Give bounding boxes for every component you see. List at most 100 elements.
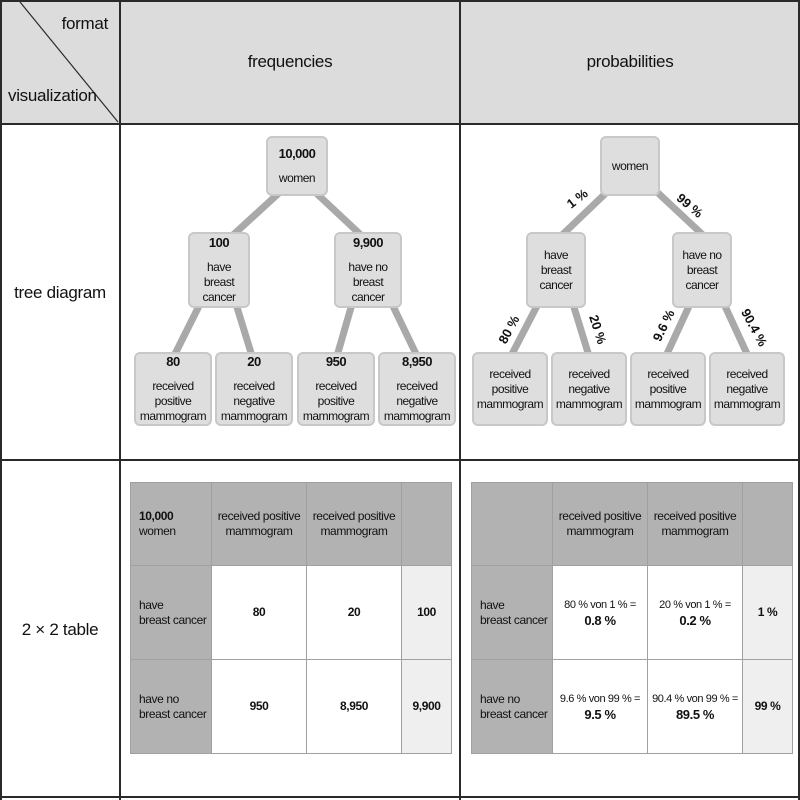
freq-leaf-2-label: received negative mammogram xyxy=(220,379,288,423)
prob-r1c1-result: 0.8 % xyxy=(584,612,616,628)
freq-leaf-4: 8,950 received negative mammogram xyxy=(378,352,456,426)
prob-cell-r2c1: 9.6 % von 99 % = 9.5 % xyxy=(552,659,648,754)
prob-edge-left-lr xyxy=(569,302,593,358)
freq-root-label: women xyxy=(278,171,316,185)
freq-cell-r2c2: 8,950 xyxy=(306,659,402,754)
prob-r1c1-formula: 80 % von 1 % = xyxy=(564,598,636,611)
freq-no-cancer-count: 9,900 xyxy=(352,235,384,250)
prob-row2-total: 99 % xyxy=(742,659,793,754)
freq-no-cancer-label: have no breast cancer xyxy=(348,260,388,304)
column-header-frequencies: frequencies xyxy=(247,52,333,71)
freq-cancer-count: 100 xyxy=(208,235,230,250)
freq-cell-r1c2: 20 xyxy=(306,565,402,660)
freq-leaf-2: 20 received negative mammogram xyxy=(215,352,293,426)
prob-root-label: women xyxy=(611,158,649,173)
prob-row-label-cancer: have breast cancer xyxy=(471,565,553,660)
prob-cell-r2c2: 90.4 % von 99 % = 89.5 % xyxy=(647,659,743,754)
prob-2x2-table: received positive mammogram received pos… xyxy=(471,482,793,754)
freq-node-no-cancer: 9,900 have no breast cancer xyxy=(334,232,402,308)
format-label: format xyxy=(61,14,109,33)
freq-edge-right-rr xyxy=(388,302,421,358)
freq-root-count: 10,000 xyxy=(278,146,316,161)
header-frequencies-cell xyxy=(120,0,460,124)
grid-top xyxy=(0,0,800,2)
prob-leaf-1: received positive mammogram xyxy=(472,352,548,426)
prob-leaf-4: received negative mammogram xyxy=(709,352,785,426)
grid-v1 xyxy=(119,0,121,800)
freq-leaf-4-label: received negative mammogram xyxy=(383,379,451,423)
prob-node-cancer: have breast cancer xyxy=(526,232,586,308)
freq-row2-total: 9,900 xyxy=(401,659,452,754)
freq-cancer-label: have breast cancer xyxy=(202,260,236,304)
freq-leaf-3-count: 950 xyxy=(325,354,347,369)
prob-cancer-label: have breast cancer xyxy=(539,247,573,292)
freq-node-cancer: 100 have breast cancer xyxy=(188,232,250,308)
prob-no-cancer-label: have no breast cancer xyxy=(682,247,722,292)
grid-v2 xyxy=(459,0,461,800)
freq-col-header-2: received positive mammogram xyxy=(306,482,402,566)
prob-col-header-2: received positive mammogram xyxy=(647,482,743,566)
column-header-probabilities: probabilities xyxy=(586,52,674,71)
prob-leaf-2-label: received negative mammogram xyxy=(555,366,623,411)
row-header-tree-diagram: tree diagram xyxy=(14,283,106,302)
prob-r2c2-formula: 90.4 % von 99 % = xyxy=(652,692,738,705)
freq-2x2-table: 10,000 women received positive mammogram… xyxy=(130,482,452,754)
freq-leaf-1: 80 received positive mammogram xyxy=(134,352,212,426)
freq-corner-word: women xyxy=(139,524,176,538)
freq-edge-root-right xyxy=(312,189,365,239)
freq-corner-count: 10,000 xyxy=(139,509,174,523)
freq-col-header-1: received positive mammogram xyxy=(211,482,307,566)
visualization-label: visualization xyxy=(8,86,97,105)
prob-node-root: women xyxy=(600,136,660,196)
prob-col-header-total xyxy=(742,482,793,566)
freq-col-header-total xyxy=(401,482,452,566)
freq-row-label-cancer: have breast cancer xyxy=(130,565,212,660)
freq-leaf-1-count: 80 xyxy=(166,354,180,369)
freq-table-corner: 10,000 women xyxy=(130,482,212,566)
prob-edge-root-right xyxy=(654,189,707,239)
grid-h1 xyxy=(0,123,800,125)
freq-row1-total: 100 xyxy=(401,565,452,660)
row-header-2x2-table: 2 × 2 table xyxy=(21,620,99,639)
header-corner-cell xyxy=(0,0,120,124)
prob-r2c2-result: 89.5 % xyxy=(675,706,715,722)
freq-edge-right-rl xyxy=(333,303,356,357)
corner-diagonal xyxy=(19,1,119,123)
prob-edge-right-rr xyxy=(720,302,752,358)
prob-r2c1-result: 9.5 % xyxy=(584,706,616,722)
prob-node-no-cancer: have no breast cancer xyxy=(672,232,732,308)
prob-leaf-3: received positive mammogram xyxy=(630,352,706,426)
freq-cell-r2c1: 950 xyxy=(211,659,307,754)
freq-edge-left-lr xyxy=(232,302,256,358)
prob-r1c2-result: 0.2 % xyxy=(679,612,711,628)
grid-bottom xyxy=(0,796,800,798)
prob-cell-r1c2: 20 % von 1 % = 0.2 % xyxy=(647,565,743,660)
grid-h2 xyxy=(0,459,800,461)
freq-edge-root-left xyxy=(229,189,283,239)
prob-r1c2-formula: 20 % von 1 % = xyxy=(659,598,731,611)
freq-leaf-3-label: received positive mammogram xyxy=(302,379,370,423)
prob-leaf-2: received negative mammogram xyxy=(551,352,627,426)
prob-edge-right-rl xyxy=(662,302,694,358)
prob-col-header-1: received positive mammogram xyxy=(552,482,648,566)
freq-leaf-2-count: 20 xyxy=(247,354,261,369)
prob-r2c1-formula: 9.6 % von 99 % = xyxy=(559,692,641,705)
prob-leaf-4-label: received negative mammogram xyxy=(713,366,781,411)
grid-left xyxy=(0,0,2,800)
prob-leaf-3-label: received positive mammogram xyxy=(634,366,702,411)
freq-row-label-no-cancer: have no breast cancer xyxy=(130,659,212,754)
prob-edge-left-ll xyxy=(507,302,542,358)
freq-cell-r1c1: 80 xyxy=(211,565,307,660)
freq-node-root: 10,000 women xyxy=(266,136,328,196)
prob-row1-total: 1 % xyxy=(742,565,793,660)
freq-leaf-3: 950 received positive mammogram xyxy=(297,352,375,426)
grid-right xyxy=(798,0,800,800)
header-probabilities-cell xyxy=(460,0,800,124)
prob-edge-root-left xyxy=(558,189,610,239)
freq-leaf-4-count: 8,950 xyxy=(401,354,433,369)
prob-table-corner xyxy=(471,482,553,566)
freq-edge-left-ll xyxy=(170,302,204,358)
prob-cell-r1c1: 80 % von 1 % = 0.8 % xyxy=(552,565,648,660)
prob-leaf-1-label: received positive mammogram xyxy=(476,366,544,411)
